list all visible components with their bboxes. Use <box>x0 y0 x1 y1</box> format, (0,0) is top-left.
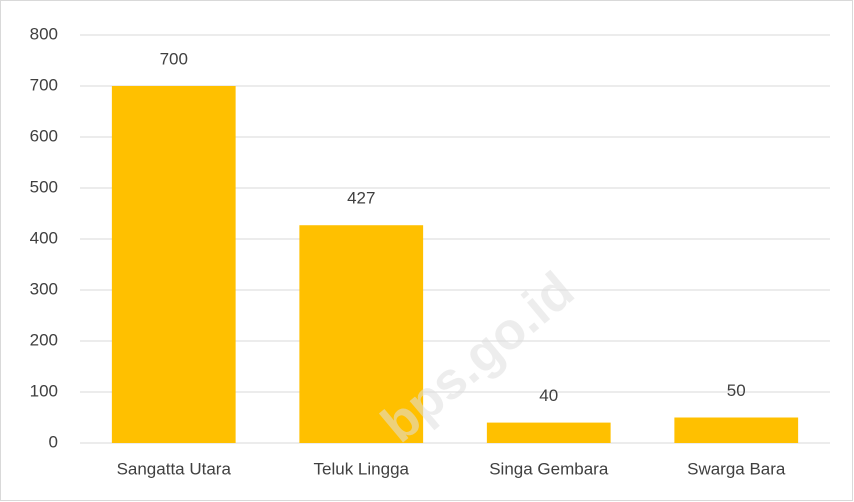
y-tick-label: 700 <box>30 75 58 94</box>
bar <box>299 225 424 443</box>
data-label: 50 <box>727 381 746 400</box>
data-label: 427 <box>347 189 375 208</box>
x-tick-label: Teluk Lingga <box>314 459 410 478</box>
plot-area: 0 100 200 300 400 500 600 700 800 Sangatta Utara 7… <box>30 24 830 478</box>
bar <box>111 86 236 443</box>
y-tick-label: 200 <box>30 330 58 349</box>
data-label: 40 <box>539 386 558 405</box>
bar <box>674 417 799 443</box>
y-tick-label: 600 <box>30 126 58 145</box>
y-tick-label: 800 <box>30 24 58 43</box>
x-tick-label: Singa Gembara <box>489 459 609 478</box>
x-tick-label: Swarga Bara <box>687 459 786 478</box>
x-tick-label: Sangatta Utara <box>117 459 232 478</box>
y-tick-label: 500 <box>30 177 58 196</box>
y-tick-label: 100 <box>30 381 58 400</box>
bar <box>486 422 611 443</box>
y-tick-label: 300 <box>30 279 58 298</box>
data-label: 700 <box>160 49 188 68</box>
y-tick-label: 400 <box>30 228 58 247</box>
y-tick-label: 0 <box>49 432 58 451</box>
